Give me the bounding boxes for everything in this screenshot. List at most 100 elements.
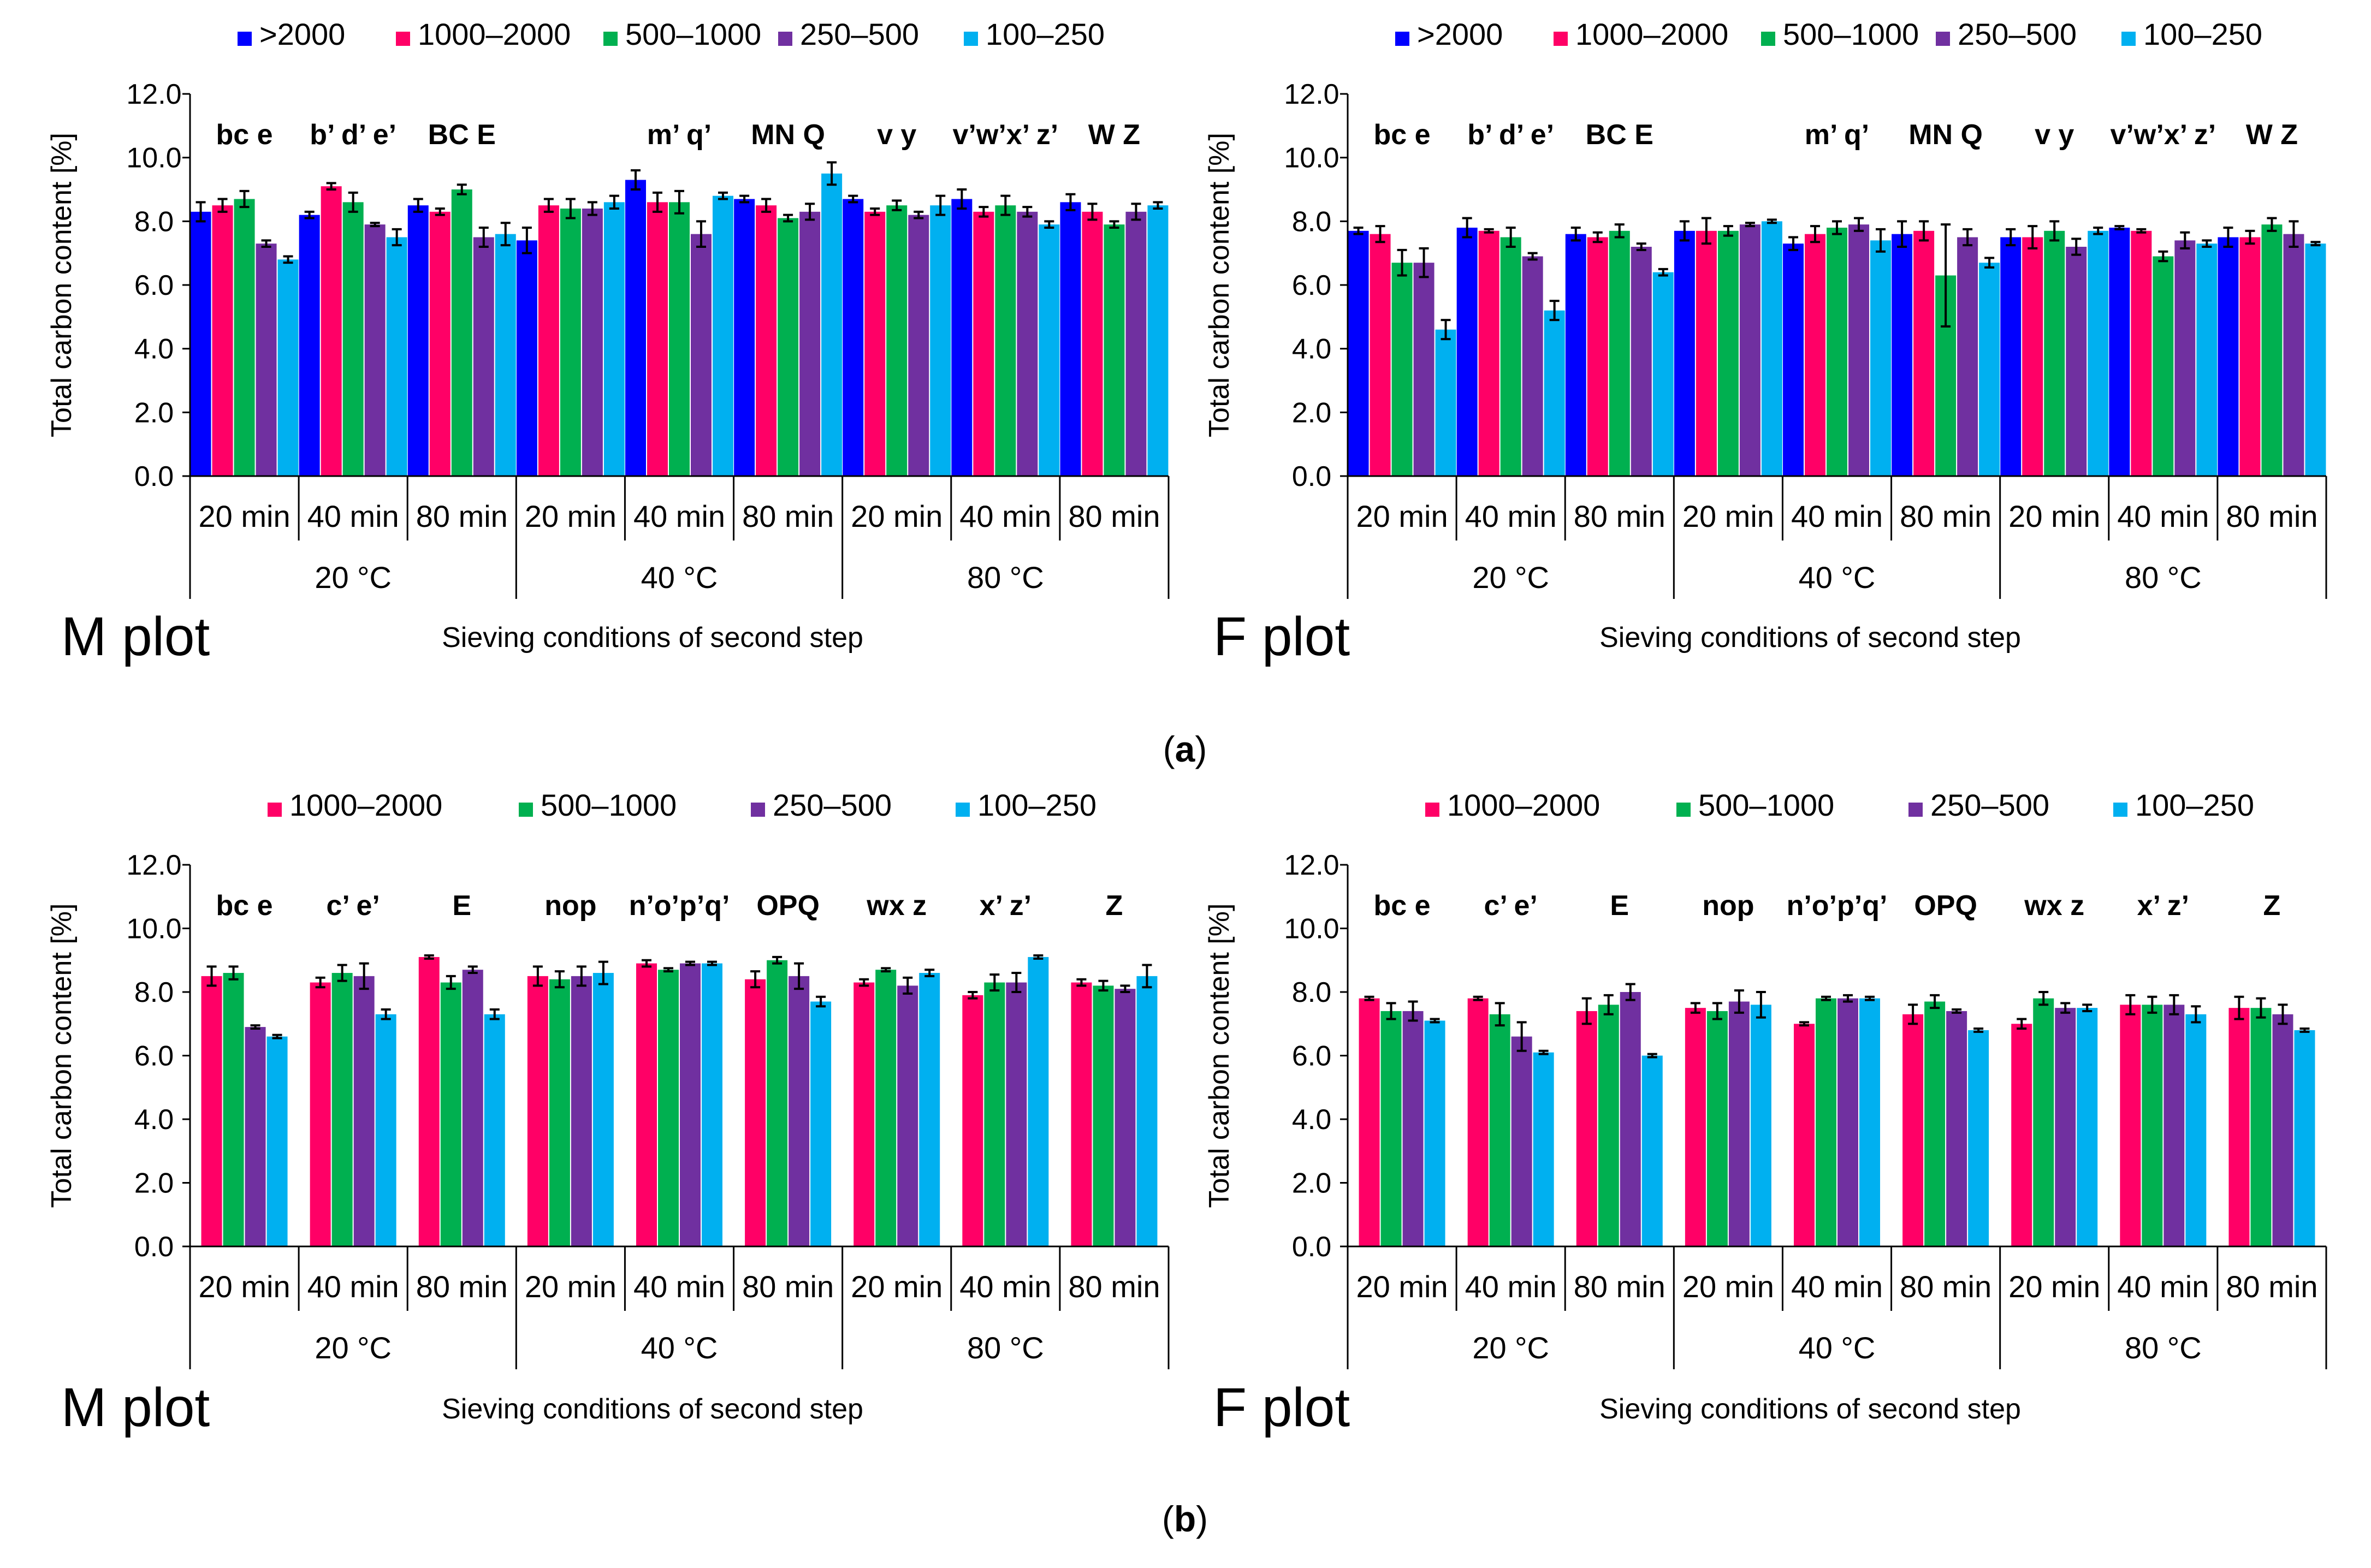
bar: [375, 1014, 396, 1246]
legend-swatch: [1936, 32, 1950, 46]
legend-swatch: [519, 803, 533, 817]
x-tick-label-time: 80 min: [1900, 1269, 1991, 1304]
legend-swatch: [1908, 803, 1923, 817]
bar: [2011, 1024, 2032, 1246]
significance-label: m’ q’: [1805, 119, 1869, 151]
significance-label: c’ e’: [1484, 890, 1538, 922]
x-tick-label-time: 80 min: [1068, 499, 1160, 533]
legend-entry: 1000–2000: [289, 788, 442, 822]
x-tick-label-time: 40 min: [307, 499, 399, 533]
bar: [778, 218, 799, 476]
bar: [1739, 224, 1761, 476]
bar: [2174, 240, 2196, 476]
bar: [1837, 998, 1858, 1246]
x-tick-label-time: 40 min: [2117, 1269, 2209, 1304]
y-tick-label: 6.0: [1292, 270, 1331, 301]
bar: [256, 243, 277, 476]
bar: [2305, 243, 2326, 476]
bar: [386, 237, 407, 476]
x-tick-label-time: 80 min: [416, 1269, 508, 1304]
x-tick-label-temperature: 40 °C: [641, 560, 718, 595]
y-tick-label: 8.0: [1292, 977, 1331, 1008]
bar: [864, 211, 886, 476]
legend-swatch: [1761, 32, 1775, 46]
bar: [603, 202, 625, 476]
y-tick-label: 12.0: [1284, 79, 1339, 110]
legend-entry: >2000: [1417, 17, 1503, 51]
bar: [1359, 998, 1380, 1246]
bar: [647, 202, 668, 476]
bar: [897, 985, 918, 1246]
bar: [2196, 243, 2218, 476]
significance-label: n’o’p’q’: [629, 890, 730, 922]
bar: [266, 1036, 288, 1246]
bar: [1467, 998, 1489, 1246]
legend-entry: 250–500: [800, 17, 919, 51]
bar: [1380, 1011, 1402, 1246]
y-axis-label: Total carbon content [%]: [46, 133, 78, 437]
y-tick-label: 0.0: [134, 1231, 174, 1263]
x-axis-title: Sieving conditions of second step: [442, 622, 863, 654]
bar: [734, 199, 755, 476]
bar: [451, 189, 472, 476]
bar: [571, 976, 592, 1246]
x-tick-label-time: 20 min: [2008, 499, 2100, 533]
bar: [201, 976, 222, 1246]
bar: [995, 205, 1016, 476]
x-tick-label-temperature: 20 °C: [315, 560, 392, 595]
x-tick-label-temperature: 20 °C: [315, 1331, 392, 1365]
x-axis-title: Sieving conditions of second step: [1599, 1393, 2021, 1425]
bar: [321, 186, 342, 477]
bar: [756, 205, 777, 476]
y-tick-label: 4.0: [134, 334, 174, 365]
x-tick-label-temperature: 80 °C: [967, 560, 1044, 595]
bar: [495, 234, 516, 476]
legend-swatch: [1425, 803, 1439, 817]
legend-swatch: [1676, 803, 1691, 817]
bar: [364, 224, 386, 476]
bar: [1006, 982, 1027, 1246]
bar: [2294, 1030, 2315, 1246]
bar: [1125, 211, 1147, 476]
bar: [592, 973, 614, 1246]
x-tick-label-time: 40 min: [1791, 499, 1883, 533]
bar: [1924, 1001, 1946, 1246]
x-tick-label-time: 80 min: [1574, 1269, 1665, 1304]
significance-label: W Z: [1088, 119, 1140, 151]
significance-label: MN Q: [1908, 119, 1983, 151]
x-tick-label-temperature: 80 °C: [2125, 1331, 2202, 1365]
panel-label-b: (b): [1162, 1499, 1208, 1539]
bar: [1717, 230, 1739, 476]
y-tick-label: 10.0: [126, 142, 181, 174]
bar: [984, 982, 1005, 1246]
significance-label: MN Q: [751, 119, 825, 151]
significance-label: x’ z’: [980, 890, 1032, 922]
bar: [702, 963, 722, 1246]
x-tick-label-time: 40 min: [959, 1269, 1051, 1304]
bar: [1641, 1055, 1663, 1246]
bar: [745, 979, 766, 1246]
x-tick-label-time: 40 min: [1465, 499, 1557, 533]
panel-label-a: (a): [1163, 729, 1207, 769]
significance-label: BC E: [1586, 119, 1653, 151]
bar: [713, 195, 733, 477]
significance-label: v y: [877, 119, 916, 151]
legend-swatch: [778, 32, 792, 46]
bar: [2239, 237, 2261, 476]
bar: [299, 215, 320, 476]
x-axis-title: Sieving conditions of second step: [1599, 622, 2021, 654]
legend-swatch: [956, 803, 970, 817]
bar: [908, 215, 929, 476]
bar: [1489, 1014, 1510, 1246]
bar: [1870, 240, 1891, 476]
bar: [1848, 224, 1869, 476]
x-tick-label-time: 40 min: [1791, 1269, 1883, 1304]
legend-entry: 100–250: [2135, 788, 2254, 822]
x-tick-label-time: 80 min: [742, 499, 834, 533]
y-tick-label: 4.0: [1292, 1104, 1331, 1136]
bar: [680, 963, 701, 1246]
bar: [1674, 230, 1695, 476]
x-tick-label-time: 40 min: [959, 499, 1051, 533]
x-tick-label-time: 20 min: [199, 1269, 291, 1304]
x-tick-label-time: 20 min: [1356, 499, 1448, 533]
